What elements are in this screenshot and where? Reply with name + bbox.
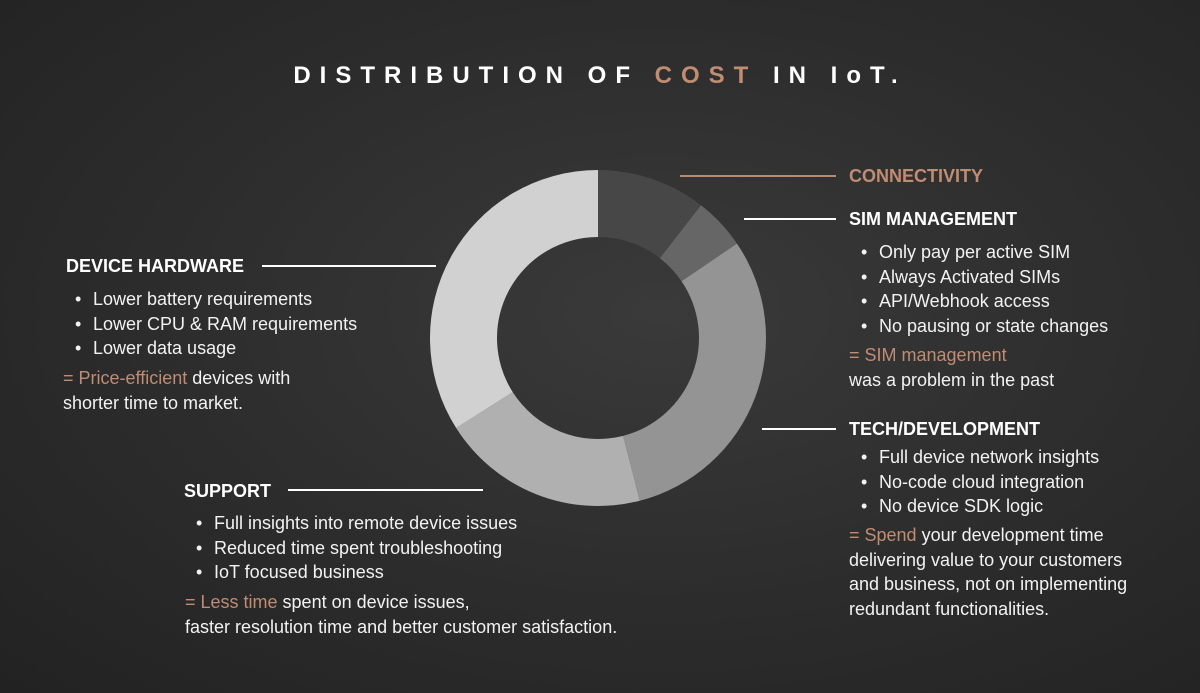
sim-bullet: API/Webhook access bbox=[861, 289, 1108, 314]
sim-heading: SIM MANAGEMENT bbox=[849, 209, 1017, 229]
support-summary-highlight: = Less time bbox=[185, 592, 278, 612]
title-part-2: IN IoT. bbox=[757, 62, 907, 89]
tech-summary-line: delivering value to your customers bbox=[849, 549, 1123, 570]
sim-summary-line: was a problem in the past bbox=[849, 369, 1055, 390]
donut-slice-connectivity bbox=[598, 170, 701, 259]
tech-summary-line: and business, not on implementing bbox=[849, 574, 1128, 594]
sim-summary: = SIM management was a problem in the pa… bbox=[849, 343, 1054, 392]
tech-bullet: Full device network insights bbox=[861, 445, 1099, 470]
tech-bullet: No-code cloud integration bbox=[861, 470, 1099, 495]
tech-bullet: No device SDK logic bbox=[861, 494, 1099, 519]
tech-summary-line: redundant functionalities. bbox=[849, 598, 1050, 619]
donut-slice-tech-development bbox=[623, 243, 767, 501]
page-title: DISTRIBUTION OF COST IN IoT. bbox=[0, 62, 1200, 90]
connectivity-leader-line bbox=[680, 175, 836, 177]
tech-heading: TECH/DEVELOPMENT bbox=[849, 419, 1041, 439]
donut-slice-device-hardware bbox=[430, 170, 598, 429]
tech-bullets: Full device network insights No-code clo… bbox=[861, 445, 1099, 519]
hardware-bullet: Lower battery requirements bbox=[75, 287, 357, 312]
hardware-summary-first: devices with bbox=[187, 368, 291, 388]
hardware-leader-line bbox=[262, 265, 436, 267]
support-leader-line bbox=[288, 489, 483, 491]
sim-bullets: Only pay per active SIM Always Activated… bbox=[861, 240, 1108, 338]
hardware-bullet: Lower CPU & RAM requirements bbox=[75, 312, 357, 337]
support-bullet: Full insights into remote device issues bbox=[196, 511, 517, 536]
support-summary-line: faster resolution time and better custom… bbox=[185, 616, 618, 637]
hardware-heading: DEVICE HARDWARE bbox=[66, 256, 245, 276]
tech-summary-first: your development time bbox=[916, 525, 1104, 545]
sim-bullet: Always Activated SIMs bbox=[861, 265, 1108, 290]
hardware-bullet: Lower data usage bbox=[75, 336, 357, 361]
support-summary: = Less time spent on device issues, fast… bbox=[185, 590, 617, 639]
tech-summary-highlight: = Spend bbox=[849, 525, 917, 545]
hardware-summary: = Price-efficient devices with shorter t… bbox=[63, 366, 290, 415]
tech-leader-line bbox=[762, 428, 836, 430]
support-heading: SUPPORT bbox=[184, 481, 272, 501]
support-summary-first: spent on device issues, bbox=[277, 592, 470, 612]
donut-slice-sim-management bbox=[659, 205, 737, 282]
sim-summary-highlight: = SIM management bbox=[849, 345, 1007, 365]
support-bullet: Reduced time spent troubleshooting bbox=[196, 536, 517, 561]
hardware-summary-highlight: = Price-efficient bbox=[63, 368, 188, 388]
title-accent: COST bbox=[654, 62, 758, 89]
support-bullets: Full insights into remote device issues … bbox=[196, 511, 517, 585]
sim-bullet: No pausing or state changes bbox=[861, 314, 1108, 339]
title-part-1: DISTRIBUTION OF bbox=[293, 62, 655, 89]
hardware-summary-line: shorter time to market. bbox=[63, 392, 244, 413]
support-bullet: IoT focused business bbox=[196, 560, 517, 585]
sim-leader-line bbox=[744, 218, 836, 220]
hardware-bullets: Lower battery requirements Lower CPU & R… bbox=[75, 287, 357, 361]
donut-slice-support bbox=[456, 392, 640, 506]
connectivity-heading: CONNECTIVITY bbox=[849, 166, 984, 186]
tech-summary: = Spend your development time delivering… bbox=[849, 523, 1127, 621]
sim-bullet: Only pay per active SIM bbox=[861, 240, 1108, 265]
